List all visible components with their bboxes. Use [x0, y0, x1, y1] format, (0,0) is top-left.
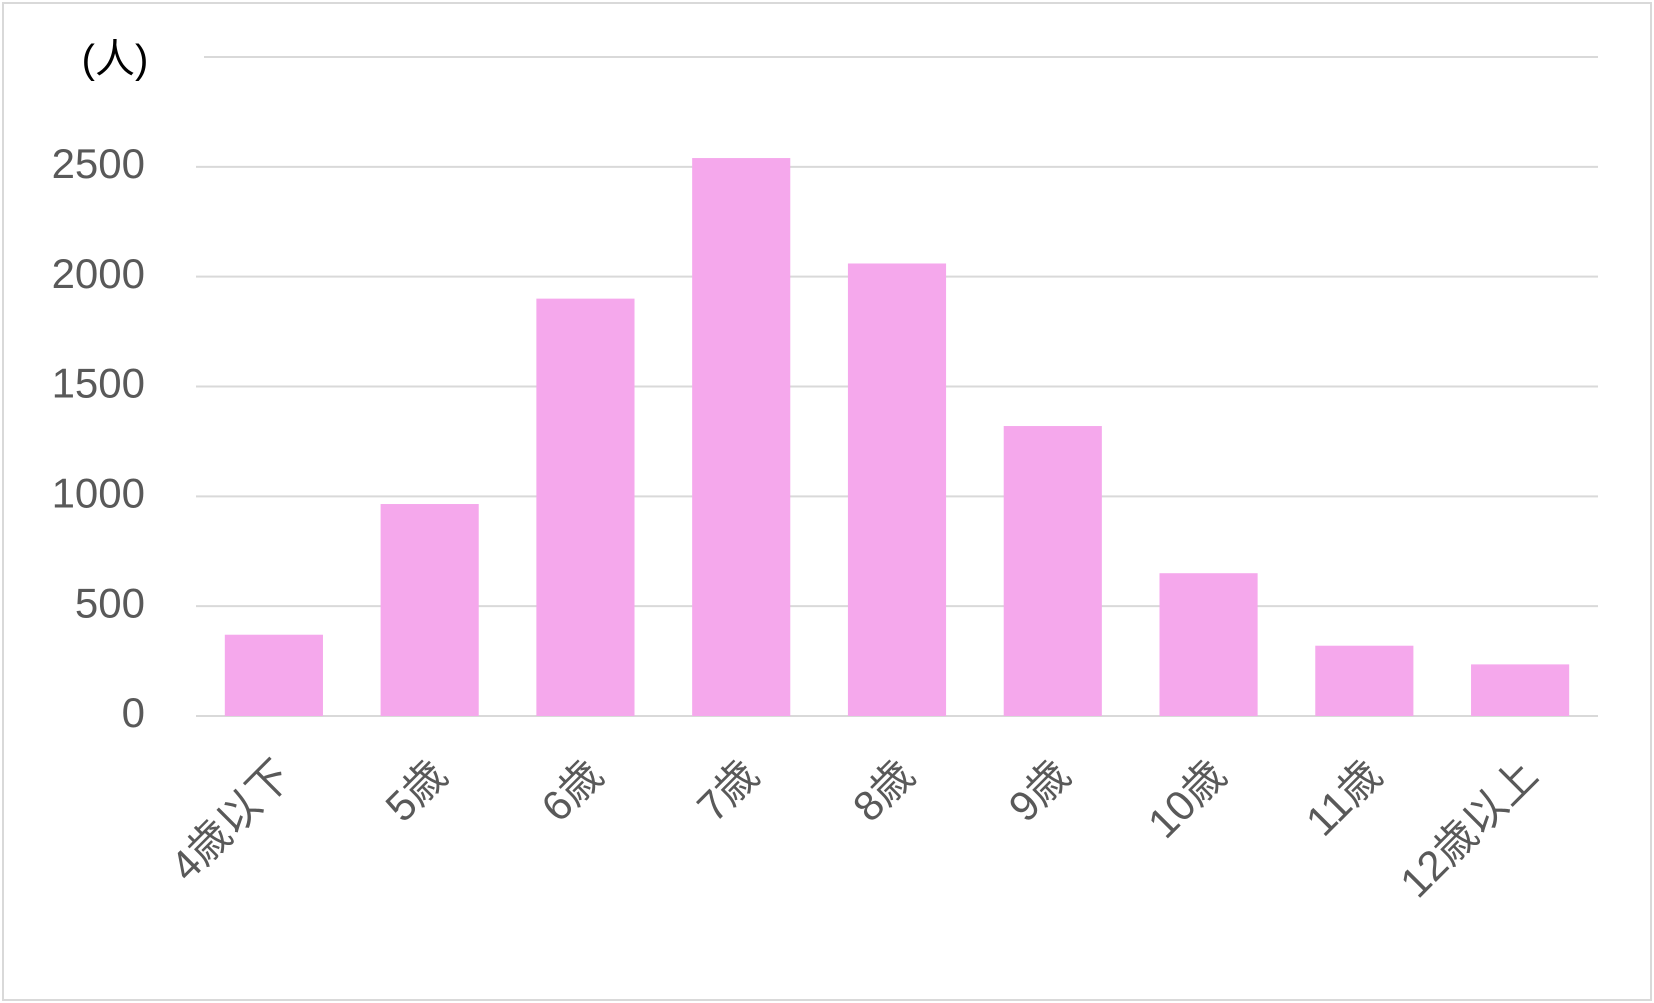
y-tick-label: 0	[122, 689, 145, 736]
bar	[1471, 664, 1570, 716]
y-tick-label: 1000	[52, 469, 145, 516]
bar	[380, 504, 479, 716]
bar	[1159, 573, 1258, 716]
y-tick-label: 500	[75, 579, 145, 626]
bar	[1315, 645, 1414, 716]
bar	[847, 263, 947, 716]
bar	[536, 298, 635, 716]
y-axis-label: (人)	[82, 38, 149, 82]
y-tick-label: 2500	[52, 140, 145, 187]
y-tick-label: 2000	[52, 250, 145, 297]
bar	[692, 158, 791, 717]
bar	[1003, 426, 1102, 716]
y-tick-label: 1500	[52, 360, 145, 407]
bar	[224, 634, 323, 716]
